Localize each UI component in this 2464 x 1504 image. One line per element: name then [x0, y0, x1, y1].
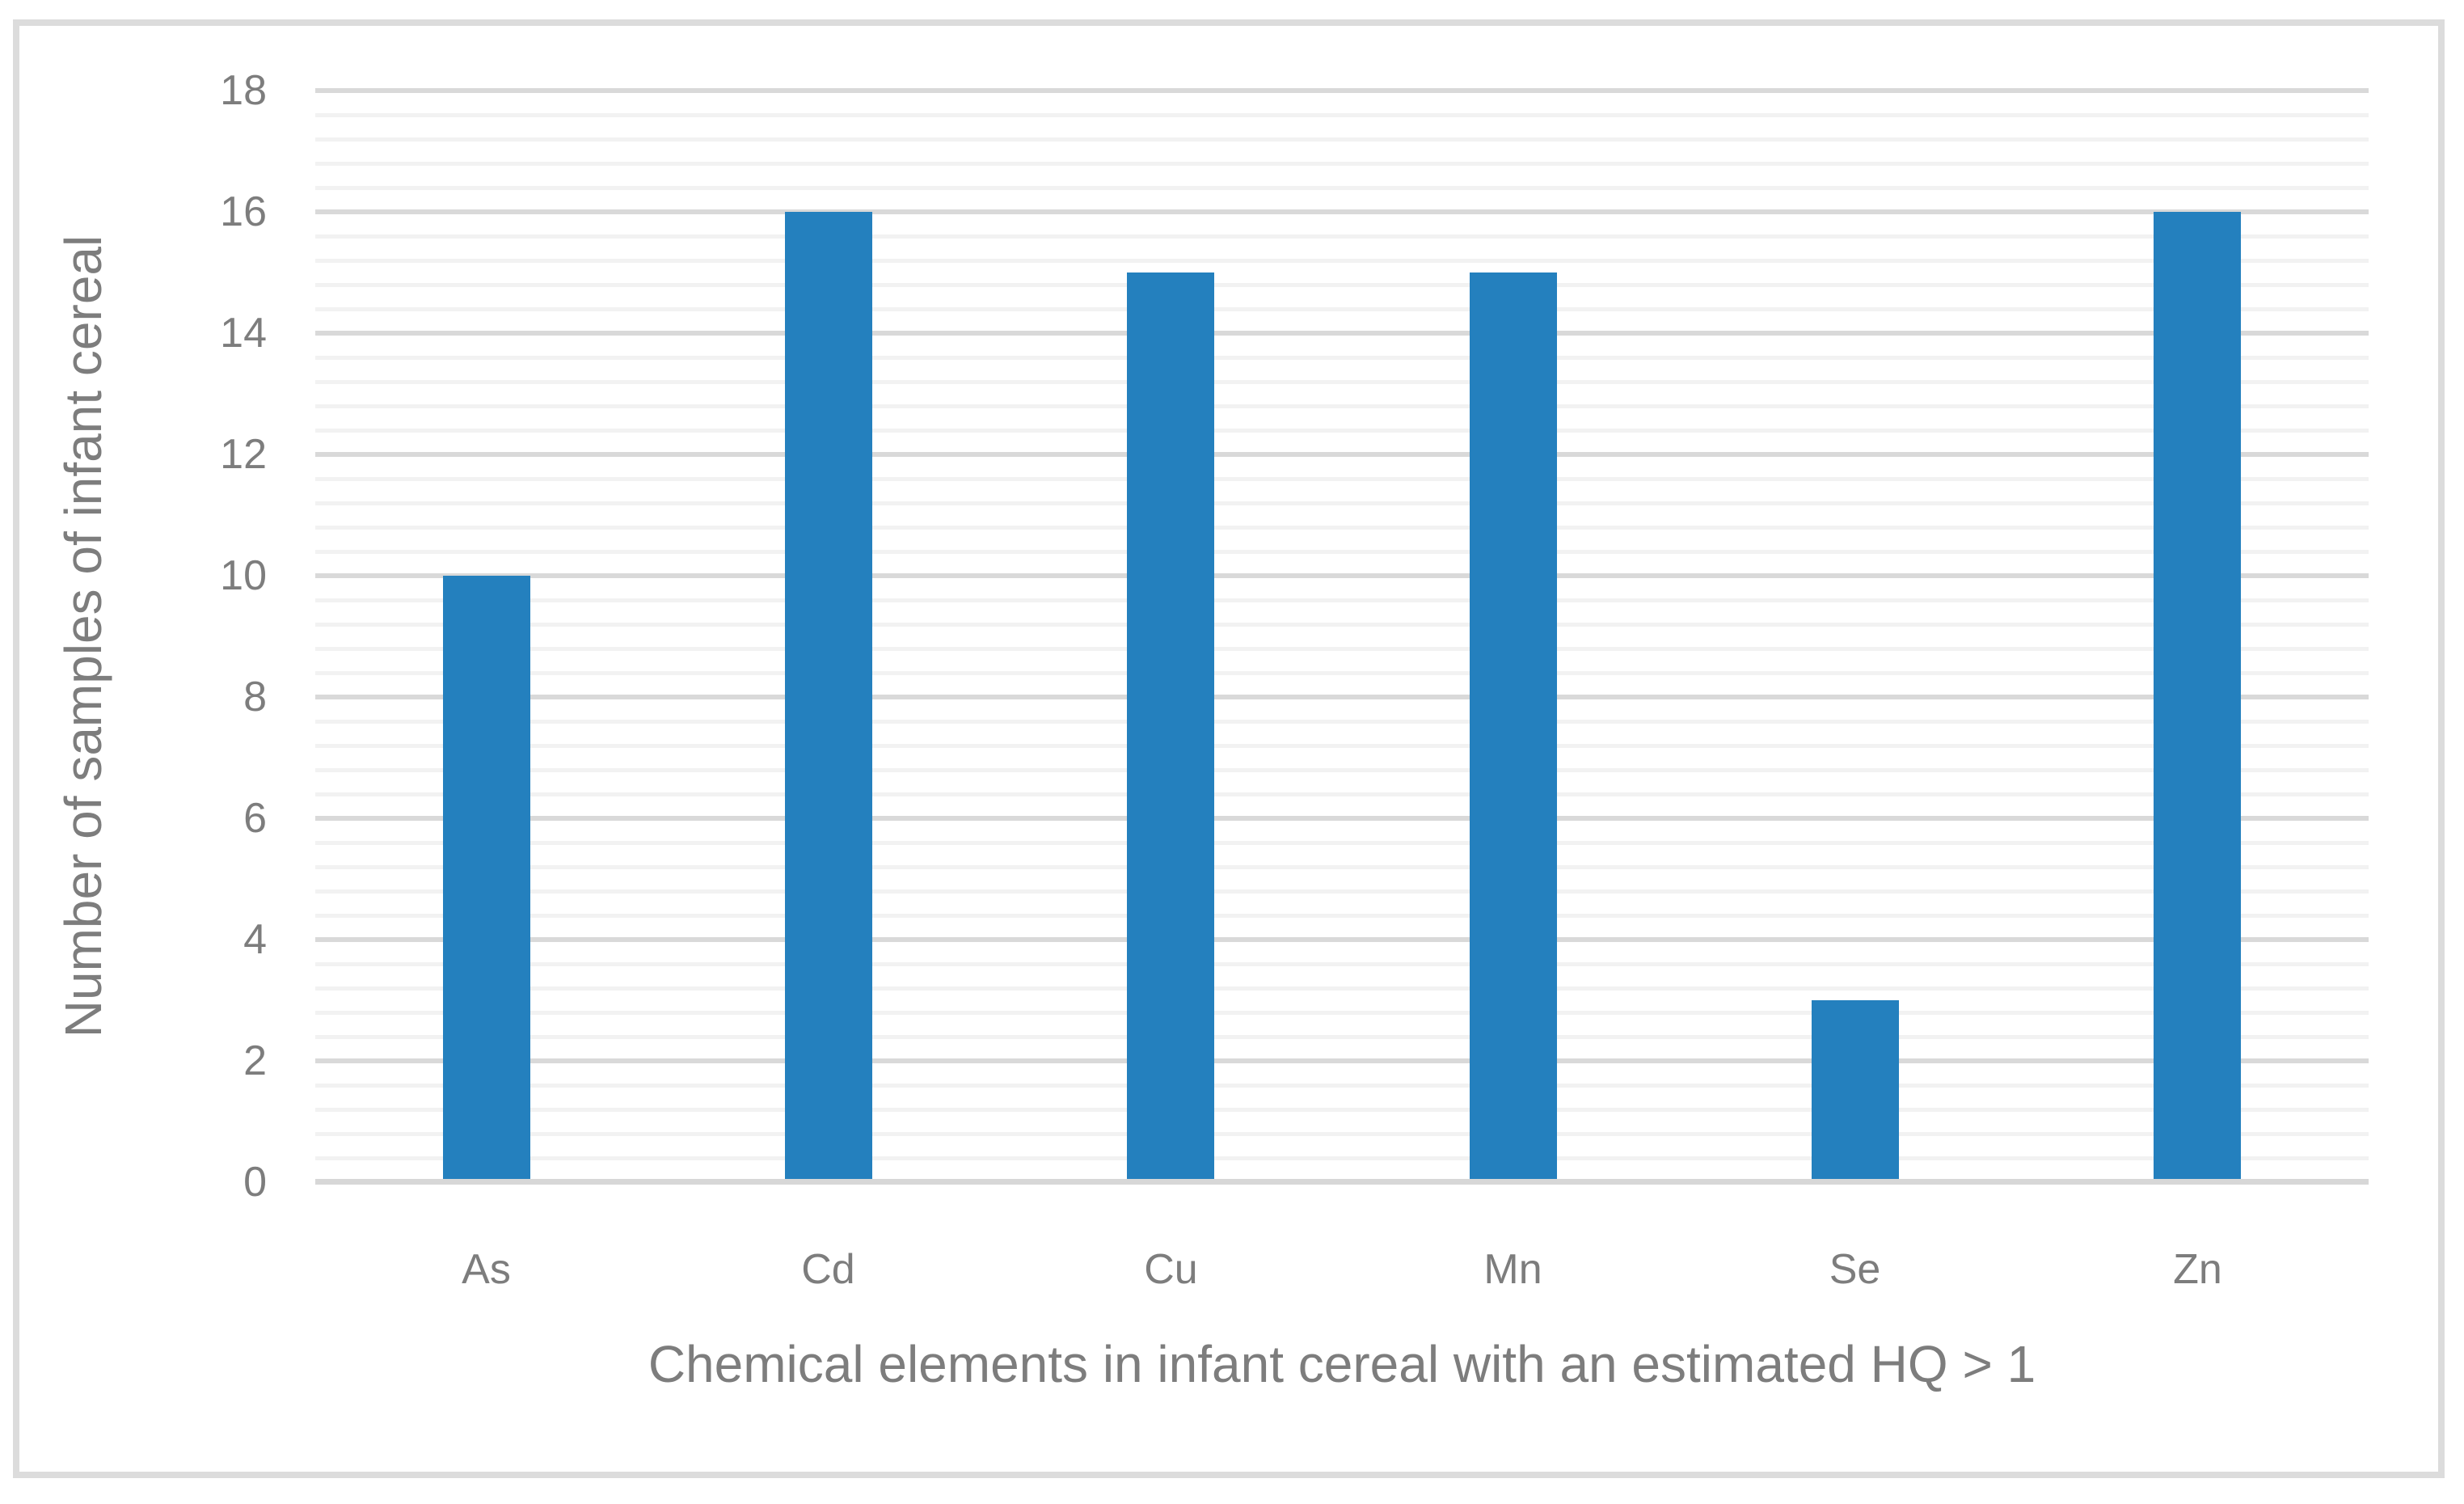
- minor-gridline: [315, 307, 2369, 311]
- major-gridline: [315, 1058, 2369, 1063]
- major-gridline: [315, 209, 2369, 214]
- bar-mn: [1470, 272, 1557, 1182]
- x-category-label-se: Se: [1829, 1246, 1881, 1293]
- minor-gridline: [315, 647, 2369, 651]
- bar-cu: [1127, 272, 1214, 1182]
- minor-gridline: [315, 526, 2369, 530]
- minor-gridline: [315, 720, 2369, 724]
- x-category-label-zn: Zn: [2173, 1246, 2222, 1293]
- y-tick-label-16: 16: [220, 188, 267, 235]
- minor-gridline: [315, 623, 2369, 627]
- y-tick-label-2: 2: [243, 1037, 267, 1084]
- minor-gridline: [315, 501, 2369, 505]
- minor-gridline: [315, 283, 2369, 287]
- major-gridline: [315, 573, 2369, 578]
- plot-area: [315, 88, 2369, 1185]
- minor-gridline: [315, 137, 2369, 142]
- minor-gridline: [315, 356, 2369, 360]
- y-tick-label-4: 4: [243, 916, 267, 963]
- x-category-label-mn: Mn: [1483, 1246, 1542, 1293]
- x-category-label-as: As: [462, 1246, 511, 1293]
- minor-gridline: [315, 1156, 2369, 1160]
- minor-gridline: [315, 259, 2369, 263]
- y-tick-label-18: 18: [220, 67, 267, 114]
- y-tick-label-10: 10: [220, 552, 267, 599]
- minor-gridline: [315, 598, 2369, 602]
- minor-gridline: [315, 186, 2369, 190]
- x-category-label-cu: Cu: [1144, 1246, 1198, 1293]
- x-axis-line: [315, 1179, 2369, 1185]
- minor-gridline: [315, 914, 2369, 918]
- minor-gridline: [315, 744, 2369, 748]
- major-gridline: [315, 331, 2369, 336]
- bar-se: [1812, 1000, 1899, 1182]
- minor-gridline: [315, 113, 2369, 117]
- minor-gridline: [315, 234, 2369, 239]
- minor-gridline: [315, 792, 2369, 796]
- major-gridline: [315, 452, 2369, 457]
- minor-gridline: [315, 1132, 2369, 1136]
- minor-gridline: [315, 477, 2369, 481]
- minor-gridline: [315, 404, 2369, 408]
- y-tick-label-8: 8: [243, 674, 267, 720]
- minor-gridline: [315, 768, 2369, 772]
- minor-gridline: [315, 1011, 2369, 1015]
- minor-gridline: [315, 1035, 2369, 1039]
- y-tick-label-12: 12: [220, 431, 267, 478]
- y-tick-label-14: 14: [220, 310, 267, 357]
- x-category-label-cd: Cd: [801, 1246, 855, 1293]
- major-gridline: [315, 695, 2369, 699]
- minor-gridline: [315, 962, 2369, 966]
- y-tick-label-0: 0: [243, 1159, 267, 1206]
- minor-gridline: [315, 671, 2369, 675]
- major-gridline: [315, 816, 2369, 821]
- major-gridline: [315, 937, 2369, 942]
- x-axis-title: Chemical elements in infant cereal with …: [648, 1335, 2036, 1393]
- major-gridline: [315, 88, 2369, 93]
- bar-as: [443, 576, 530, 1182]
- minor-gridline: [315, 1084, 2369, 1088]
- minor-gridline: [315, 1108, 2369, 1112]
- y-tick-label-6: 6: [243, 795, 267, 842]
- minor-gridline: [315, 429, 2369, 433]
- bar-zn: [2154, 212, 2241, 1182]
- minor-gridline: [315, 889, 2369, 894]
- bar-cd: [785, 212, 872, 1182]
- minor-gridline: [315, 986, 2369, 991]
- minor-gridline: [315, 162, 2369, 166]
- y-axis-title: Number of samples of infant cereal: [54, 234, 112, 1038]
- minor-gridline: [315, 865, 2369, 869]
- minor-gridline: [315, 550, 2369, 554]
- minor-gridline: [315, 841, 2369, 845]
- minor-gridline: [315, 380, 2369, 384]
